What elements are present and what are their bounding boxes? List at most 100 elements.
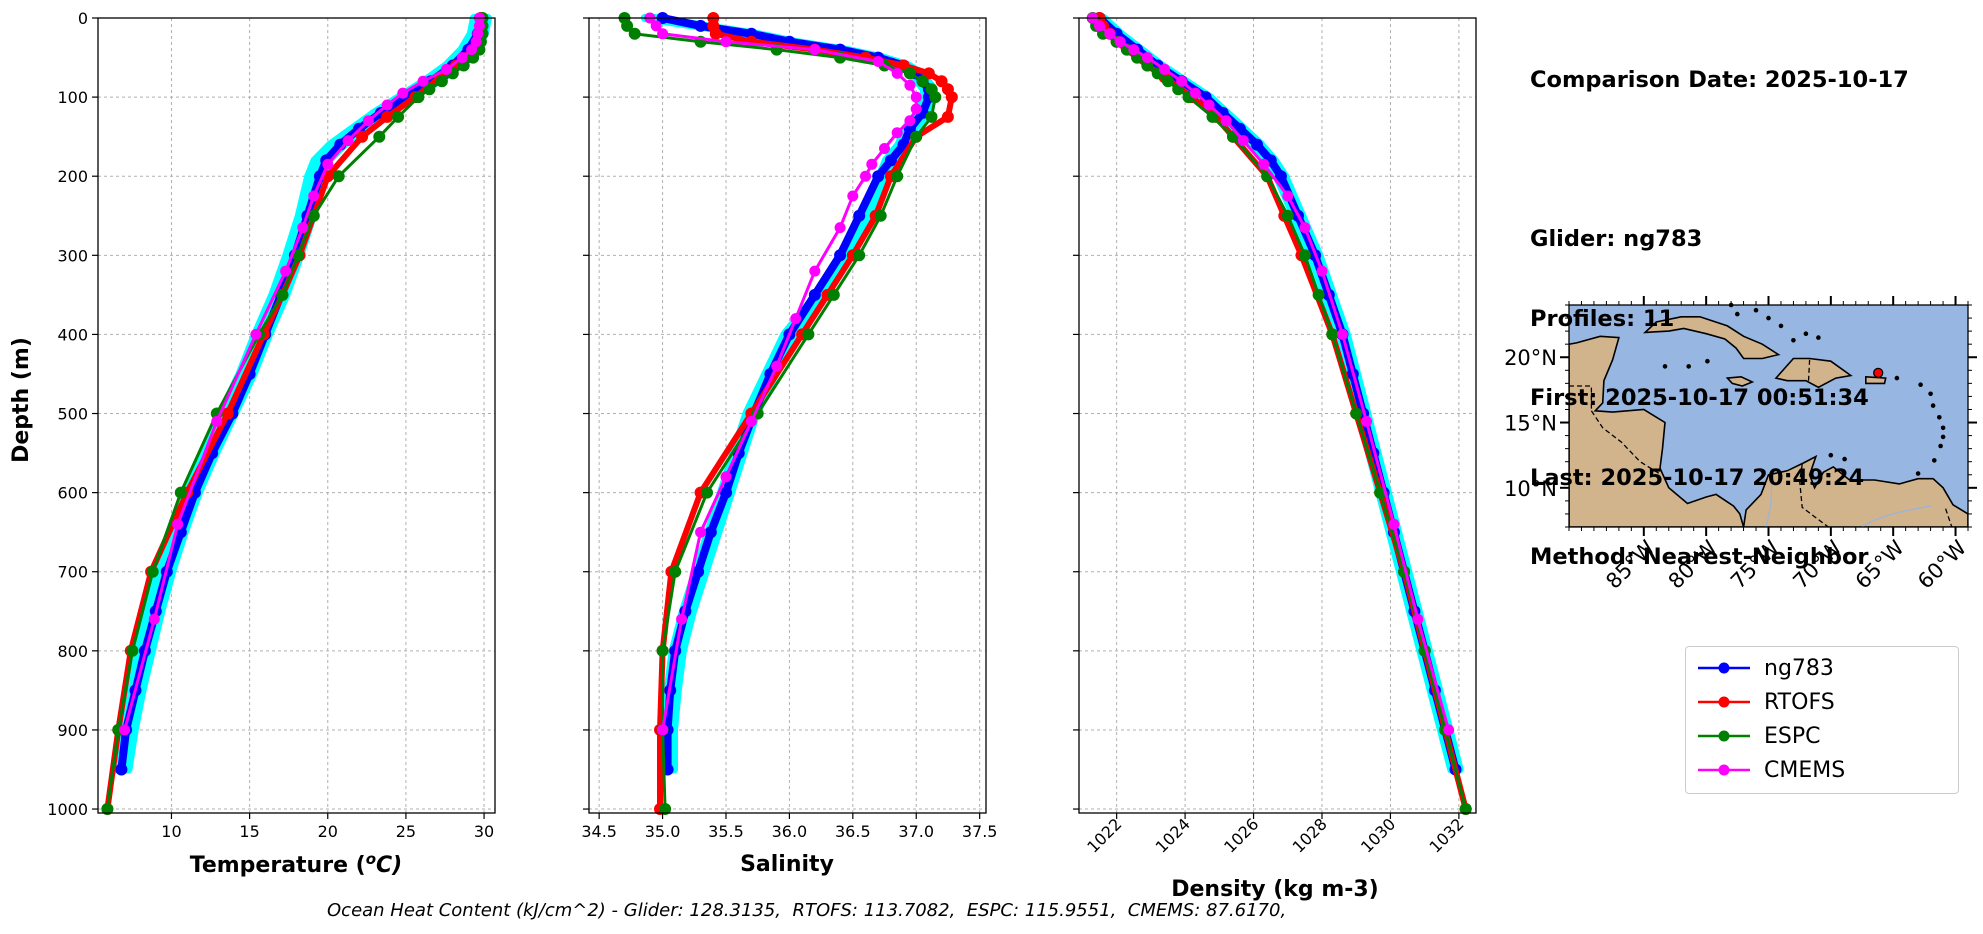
salinity-marker-espc [621, 19, 634, 32]
map-land-jamaica [1725, 375, 1755, 387]
temperature-marker-espc [435, 75, 448, 88]
salinity-marker-espc [628, 27, 641, 40]
density-xtick-label: 1030 [1357, 814, 1399, 856]
salinity-marker-espc [929, 91, 942, 104]
density-marker-cmems [1337, 328, 1348, 340]
salinity-marker-rtofs [941, 110, 954, 123]
salinity-xtick-label: 37.0 [898, 822, 934, 841]
temperature-marker-cmems [308, 190, 320, 202]
temperature-marker-cmems [441, 63, 452, 75]
map-river [1861, 505, 1931, 528]
map-island [1778, 323, 1784, 329]
temperature-series-ng783-all-profiles- [110, 14, 492, 774]
salinity-marker-ng783 [853, 209, 866, 222]
temperature-marker-cmems [297, 222, 309, 234]
salinity-marker-cmems [904, 115, 916, 127]
salinity-series-cmems [644, 12, 922, 736]
temperature-marker-cmems [342, 135, 354, 147]
density-marker-cmems [1114, 36, 1126, 48]
legend-marker-cmems [1718, 764, 1730, 776]
temperature-marker-rtofs [221, 407, 234, 420]
density-marker-ng783 [1251, 138, 1263, 151]
density-marker-cmems [1316, 265, 1328, 277]
salinity-marker-espc [916, 75, 929, 88]
salinity-marker-cmems [676, 613, 688, 625]
density-xtick-label: 1032 [1425, 814, 1467, 856]
legend-label-rtofs: RTOFS [1764, 689, 1835, 715]
temperature-marker-rtofs [381, 110, 394, 123]
density-marker-espc [1206, 110, 1219, 123]
salinity-marker-cmems [720, 471, 732, 483]
comparison-date: Comparison Date: 2025-10-17 [1530, 67, 1909, 93]
map-island [1937, 415, 1942, 420]
map-land-central-america [1569, 335, 1745, 527]
temperature-line-ng783 [117, 17, 485, 770]
salinity-marker-cmems [834, 222, 846, 234]
map-island [1938, 443, 1943, 449]
salinity-marker-ng783 [692, 565, 705, 578]
map-island [1918, 382, 1923, 388]
temperature-line-cmems [123, 18, 481, 731]
temperature-xtick-label: 20 [318, 822, 338, 841]
map-lon-label: 60°W [1913, 535, 1971, 593]
density-marker-espc [1312, 288, 1325, 301]
legend-item-rtofs: RTOFS [1696, 687, 1835, 717]
salinity-marker-cmems [879, 143, 890, 154]
salinity-marker-cmems [866, 158, 878, 170]
temperature-ytick-label: 900 [57, 721, 88, 740]
temperature-marker-cmems [381, 99, 393, 111]
density-marker-espc [1350, 407, 1363, 420]
salinity-xtick-label: 34.5 [581, 822, 617, 841]
salinity-marker-cmems [847, 190, 859, 202]
temperature-ytick-label: 800 [57, 642, 88, 661]
temperature-line-espc [105, 18, 484, 810]
salinity-xtick-label: 35.5 [708, 822, 744, 841]
salinity-marker-espc [903, 67, 916, 80]
map-river [1765, 474, 1773, 528]
salinity-marker-ng783 [694, 19, 707, 32]
salinity-marker-cmems [650, 20, 662, 32]
salinity-marker-cmems [720, 36, 732, 48]
temperature-marker-espc [392, 110, 405, 123]
temperature-ytick-label: 100 [57, 88, 88, 107]
salinity-marker-espc [669, 565, 682, 578]
salinity-marker-espc [827, 288, 840, 301]
salinity-marker-rtofs [945, 91, 958, 104]
map-lat-label: 20°N [1504, 346, 1557, 370]
salinity-marker-cmems [904, 79, 916, 91]
density-marker-cmems [1220, 115, 1232, 127]
map-island [1803, 331, 1809, 337]
temperature-marker-cmems [322, 158, 334, 170]
map-island [1928, 391, 1933, 397]
map-island [1662, 364, 1668, 369]
density-series-ng783 [1093, 12, 1462, 776]
legend-label-ng783: ng783 [1764, 655, 1834, 681]
salinity-marker-espc [659, 803, 672, 815]
salinity-marker-cmems [745, 415, 757, 427]
map-lat-label: 10°N [1504, 477, 1557, 501]
density-line-cmems [1091, 17, 1451, 731]
legend-marker-espc [1718, 730, 1730, 742]
salinity-marker-cmems [910, 103, 922, 115]
temperature-marker-cmems [417, 75, 429, 87]
map-island [1686, 364, 1691, 369]
density-marker-cmems [1237, 135, 1249, 147]
temperature-xtick-label: 30 [474, 822, 494, 841]
temperature-marker-espc [174, 486, 187, 499]
salinity-marker-espc [874, 209, 887, 222]
salinity-marker-cmems [771, 360, 783, 372]
density-xtick-label: 1024 [1152, 814, 1194, 856]
density-panel: 1022 1024 1026 1028 1030 1032 [1073, 12, 1477, 857]
map-lat-label: 15°N [1504, 412, 1557, 436]
density-series-ng783-all-profiles- [1091, 14, 1464, 774]
temperature-marker-espc [373, 130, 386, 143]
density-marker-cmems [1361, 415, 1372, 427]
density-glider-envelope [1091, 14, 1464, 774]
map-border [1799, 464, 1829, 527]
density-series-cmems [1087, 12, 1455, 736]
density-marker-cmems [1282, 190, 1294, 202]
salinity-marker-cmems [872, 56, 884, 67]
salinity-marker-cmems [695, 526, 707, 538]
temperature-axes-frame [97, 17, 496, 814]
density-marker-cmems [1388, 518, 1400, 530]
